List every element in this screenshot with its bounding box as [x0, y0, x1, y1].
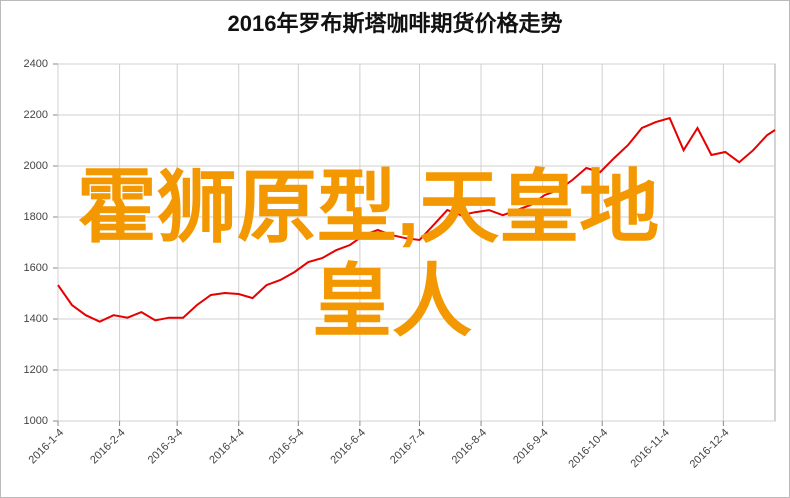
- y-tick-label: 2400: [24, 58, 48, 70]
- overlay-text: 皇人: [312, 257, 472, 346]
- y-tick-label: 1600: [24, 262, 48, 274]
- y-tick-label: 1800: [24, 211, 48, 223]
- y-tick-label: 1000: [24, 415, 48, 427]
- y-tick-label: 1400: [24, 313, 48, 325]
- chart-title: 2016年罗布斯塔咖啡期货价格走势: [228, 11, 563, 36]
- overlay-text: 霍狮原型,天皇地: [77, 163, 659, 252]
- line-series: [57, 116, 776, 323]
- y-tick-label: 1200: [24, 364, 48, 376]
- y-tick-label: 2000: [24, 160, 48, 172]
- y-tick-label: 2200: [24, 109, 48, 121]
